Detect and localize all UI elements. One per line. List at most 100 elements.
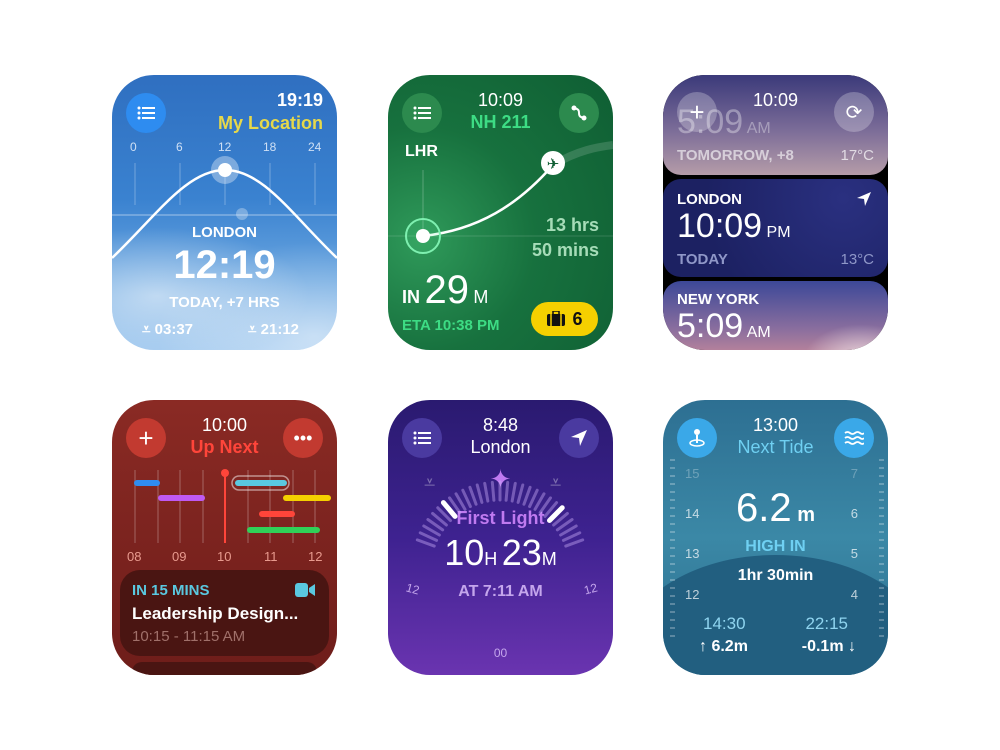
sunrise: ⩡ 03:37 [142,321,194,338]
flight-path: ✈ [388,141,613,254]
dial-tick [555,518,574,532]
tide-height: 6.2 m [736,486,815,530]
location-button[interactable] [559,418,599,458]
event-title: Leadership Design... [132,604,299,623]
high-tide-value: ↑ 6.2m [699,638,748,655]
sun-watch: 19:19 My Location 0 6 12 18 24 LONDON 12… [112,75,337,350]
dial-tick [440,500,458,519]
dial-tick [461,488,472,509]
dial-tick [552,511,569,527]
location-pin-button[interactable] [677,418,717,458]
dial-tick [448,496,462,515]
map-pin-icon [689,429,705,447]
sunrise-icon: ⩡ [142,321,155,338]
sun-curve [112,156,337,259]
dial-tick [561,531,582,542]
city-time: 12:19 [173,243,276,287]
list-icon [413,106,431,120]
city-name: LONDON [192,224,257,241]
dial-tick [559,524,578,537]
title: Next Tide [737,437,814,457]
tide-watch: 13:00 Next Tide 15 14 13 12 7 6 5 4 6.2 … [663,400,888,675]
baggage-badge[interactable]: 6 [531,302,598,336]
list-icon [413,431,431,445]
current-time: 10:00 [201,415,248,435]
countdown: IN 29 M [402,268,489,312]
svg-text:✈: ✈ [547,156,560,173]
time-travel-button[interactable]: ⟳ [834,92,874,132]
route-icon [571,105,587,121]
video-icon [295,583,315,597]
high-tide-time: 14:30 [703,614,746,633]
location-arrow-icon [571,430,587,446]
more-icon: ••• [293,427,313,448]
current-time: 10:09 [752,90,799,110]
dial-tick [543,501,559,518]
tide-countdown: 1hr 30min [737,567,814,584]
waves-icon [844,431,864,445]
dial-tick [546,505,565,524]
add-event-button[interactable]: + [126,418,166,458]
current-time: 10:09 [477,90,524,110]
flight-duration: 13 hrs 50 mins [531,215,599,260]
world-clock-watch: 5:09 AM TOMORROW, +8 17°C + ⟳ 10:09 LOND… [663,75,888,350]
sparkles-icon: ✦ [489,464,512,494]
event-card[interactable]: IN 15 MINS Leadership Design... 10:15 - … [120,570,329,656]
dial-tick [415,538,436,548]
flight-number: NH 211 [470,112,531,132]
origin-airport: LHR [405,143,438,160]
dial-tick [510,481,517,503]
dial-tick [475,483,484,504]
countdown: 10H 23M [444,532,557,573]
world-card[interactable]: NEW YORK 5:09 AM [663,281,888,350]
dial-tick [418,531,439,542]
eta: ETA 10:38 PM [402,317,500,334]
waves-button[interactable] [834,418,874,458]
world-card[interactable]: LONDON 10:09 PM TODAY 13°C [663,179,888,277]
dial-tick [422,524,441,537]
event-time: AT 7:11 AM [458,583,543,600]
location-arrow-icon [857,192,871,206]
current-time: 13:00 [752,415,799,435]
tide-scale [670,459,884,637]
dial [415,480,585,548]
more-button[interactable]: ••• [283,418,323,458]
dial-tick [483,481,490,503]
list-button[interactable] [126,93,166,133]
sunset-icon: ⩡ [424,472,436,494]
current-time: 19:19 [276,90,323,110]
calendar-watch: + ••• 10:00 Up Next 08 09 10 11 12 IN 15… [112,400,337,675]
sunrise-icon: ⩡ [550,472,562,494]
location-label: London [470,437,531,457]
dial-tick [564,538,585,548]
sunset: ⩡ 21:12 [248,321,300,338]
time-offset: TODAY, +7 HRS [169,294,280,311]
dial-tick [426,518,445,532]
dial-tick [468,485,478,506]
list-button[interactable] [402,418,442,458]
low-tide-time: 22:15 [805,614,848,633]
dial-tick [431,511,448,527]
list-button[interactable] [402,93,442,133]
world-card[interactable]: 5:09 AM TOMORROW, +8 17°C [663,75,888,175]
event-time: 10:15 - 11:15 AM [132,628,246,645]
route-button[interactable] [559,93,599,133]
dial-tick [528,488,539,509]
high-in-label: HIGH IN [745,538,806,555]
event-label: First Light [456,508,545,528]
low-tide-value: -0.1m ↓ [801,638,856,655]
plus-icon: + [689,96,705,127]
add-button[interactable]: + [677,92,717,132]
dial-tick [538,496,552,515]
first-light-watch: 8:48 London ⩡ ⩡ ✦ First Light 10H 23M AT… [388,400,613,675]
sunset-icon: ⩡ [248,321,261,338]
dial-tick [533,492,546,511]
location-label: My Location [217,113,323,133]
flight-watch: 10:09 NH 211 LHR ✈ 13 hrs 50 mins IN 29 M… [388,75,613,350]
dial-tick [522,485,532,506]
plane-icon [541,151,565,175]
current-time: 8:48 [482,415,519,435]
clock-rotate-icon: ⟳ [845,101,863,124]
luggage-icon [547,311,566,326]
timeline [134,469,331,543]
